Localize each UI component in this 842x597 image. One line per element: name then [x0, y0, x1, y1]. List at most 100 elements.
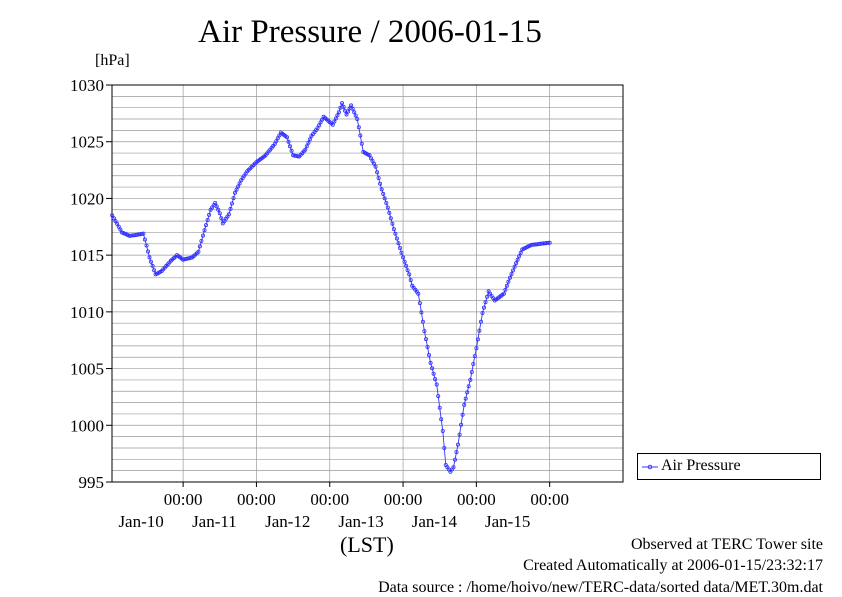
data-point — [469, 369, 474, 374]
plot-frame — [111, 84, 624, 483]
data-point — [440, 428, 445, 433]
data-point — [452, 457, 457, 462]
data-point — [232, 190, 237, 195]
data-point — [439, 417, 444, 422]
data-point — [118, 227, 123, 232]
data-point — [394, 236, 399, 241]
data-point — [517, 254, 522, 259]
x-tick-time-label: 00:00 — [310, 490, 349, 509]
data-point — [216, 207, 221, 212]
data-point — [471, 361, 476, 366]
data-point — [507, 275, 512, 280]
data-point — [436, 394, 441, 399]
data-point — [382, 196, 387, 201]
data-point — [237, 181, 242, 186]
data-point — [284, 135, 289, 140]
data-point — [408, 278, 413, 283]
data-point — [515, 257, 520, 262]
data-point — [332, 119, 337, 124]
x-tick-time-label: 00:00 — [164, 490, 203, 509]
data-point — [375, 170, 380, 175]
data-point — [457, 432, 462, 437]
footer-source: Data source : /home/hoivo/new/TERC-data/… — [378, 579, 823, 596]
series-line — [111, 101, 550, 473]
y-tick-label: 1000 — [70, 416, 104, 435]
data-point — [199, 238, 204, 243]
data-point — [341, 104, 346, 109]
data-point — [423, 337, 428, 342]
data-point — [144, 243, 149, 248]
data-point — [141, 231, 146, 236]
data-point — [431, 371, 436, 376]
data-point — [205, 217, 210, 222]
data-point — [226, 212, 231, 217]
data-point — [465, 390, 470, 395]
y-tick-label: 995 — [79, 473, 105, 492]
data-point — [416, 291, 421, 296]
x-axis-label: (LST) — [340, 532, 394, 557]
data-point — [478, 319, 483, 324]
data-point — [475, 337, 480, 342]
data-point — [422, 329, 427, 334]
data-point — [407, 272, 412, 277]
data-point — [518, 250, 523, 255]
data-point — [430, 366, 435, 371]
data-point — [200, 233, 205, 238]
data-point — [462, 402, 467, 407]
data-point — [142, 237, 147, 242]
data-point — [387, 210, 392, 215]
y-tick-label: 1030 — [70, 76, 104, 95]
y-tick-label: 1015 — [70, 246, 104, 265]
x-tick-day-label: Jan-12 — [265, 512, 310, 531]
data-point — [437, 405, 442, 410]
x-tick-time-label: 00:00 — [457, 490, 496, 509]
data-point — [397, 245, 402, 250]
data-point — [349, 103, 354, 108]
data-point — [483, 300, 488, 305]
data-point — [391, 227, 396, 232]
data-point — [358, 133, 363, 138]
footer-site: Observed at TERC Tower site — [630, 536, 823, 553]
data-point — [303, 147, 308, 152]
data-point — [346, 109, 351, 114]
data-point — [442, 445, 447, 450]
data-point — [287, 144, 292, 149]
data-point — [466, 384, 471, 389]
data-point — [480, 310, 485, 315]
data-point — [402, 259, 407, 264]
data-point — [352, 110, 357, 115]
data-point — [213, 200, 218, 205]
data-point — [333, 116, 338, 121]
data-point — [405, 268, 410, 273]
data-point — [234, 187, 239, 192]
data-point — [451, 465, 456, 470]
data-point — [481, 305, 486, 310]
data-point — [152, 268, 157, 273]
data-point — [468, 377, 473, 382]
data-point — [197, 244, 202, 249]
axes: 995100010051010101510201025103000:00Jan-… — [70, 76, 569, 531]
data-point — [401, 255, 406, 260]
data-point — [459, 422, 464, 427]
data-point — [306, 140, 311, 145]
x-tick-day-label: Jan-15 — [485, 512, 530, 531]
data-point — [396, 241, 401, 246]
y-tick-label: 1010 — [70, 303, 104, 322]
data-point — [384, 200, 389, 205]
data-point — [503, 287, 508, 292]
data-point — [399, 250, 404, 255]
data-point — [547, 240, 552, 245]
data-point — [463, 396, 468, 401]
data-point — [229, 201, 234, 206]
x-tick-time-label: 00:00 — [530, 490, 569, 509]
data-point — [455, 442, 460, 447]
x-tick-time-label: 00:00 — [384, 490, 423, 509]
data-point — [514, 261, 519, 266]
y-tick-label: 1020 — [70, 189, 104, 208]
data-point — [359, 141, 364, 146]
data-point — [236, 184, 241, 189]
data-point — [485, 294, 490, 299]
data-point — [307, 137, 312, 142]
grid — [112, 85, 623, 482]
